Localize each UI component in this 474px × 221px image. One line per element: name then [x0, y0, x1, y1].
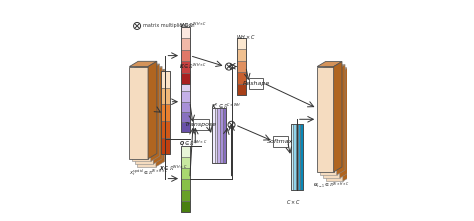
- Polygon shape: [135, 67, 162, 72]
- Text: Reshape: Reshape: [243, 80, 270, 86]
- Polygon shape: [181, 38, 190, 50]
- FancyBboxPatch shape: [193, 119, 209, 130]
- Polygon shape: [151, 64, 159, 162]
- Polygon shape: [129, 61, 157, 67]
- Polygon shape: [181, 81, 190, 91]
- Polygon shape: [323, 73, 340, 178]
- Polygon shape: [181, 168, 190, 179]
- Polygon shape: [327, 71, 351, 76]
- Polygon shape: [156, 69, 165, 167]
- Polygon shape: [317, 67, 334, 172]
- Polygon shape: [220, 108, 223, 163]
- Text: $\boldsymbol{K}\in\mathbb{R}^{WH\times C}$: $\boldsymbol{K}\in\mathbb{R}^{WH\times C…: [179, 62, 207, 71]
- Polygon shape: [340, 68, 348, 178]
- Polygon shape: [181, 122, 190, 132]
- Polygon shape: [317, 62, 342, 67]
- Text: $\boldsymbol{X}\in\mathbb{R}^{WH\times C}$: $\boldsymbol{X}\in\mathbb{R}^{WH\times C…: [159, 163, 187, 173]
- Polygon shape: [237, 72, 246, 84]
- Polygon shape: [137, 69, 165, 74]
- Polygon shape: [343, 71, 351, 181]
- Polygon shape: [237, 50, 246, 61]
- Polygon shape: [218, 108, 220, 163]
- Polygon shape: [181, 179, 190, 190]
- Polygon shape: [181, 71, 190, 81]
- Polygon shape: [181, 112, 190, 122]
- Polygon shape: [181, 27, 190, 38]
- Polygon shape: [320, 70, 337, 175]
- Polygon shape: [291, 124, 293, 190]
- Text: Softmax: Softmax: [267, 139, 293, 144]
- Polygon shape: [148, 61, 157, 159]
- Polygon shape: [137, 74, 156, 167]
- Polygon shape: [237, 84, 246, 95]
- Polygon shape: [296, 124, 298, 190]
- Polygon shape: [181, 200, 190, 211]
- Text: Transpose: Transpose: [185, 122, 217, 127]
- Text: $X_t^{\rm spatial}\in\mathbb{R}^{W\times H\times C}$: $X_t^{\rm spatial}\in\mathbb{R}^{W\times…: [129, 168, 169, 179]
- Text: $C\times C$: $C\times C$: [286, 198, 301, 206]
- Polygon shape: [301, 124, 303, 190]
- Polygon shape: [181, 91, 190, 102]
- Polygon shape: [181, 102, 190, 112]
- Polygon shape: [320, 65, 345, 70]
- Polygon shape: [334, 62, 342, 172]
- Polygon shape: [181, 73, 190, 84]
- Polygon shape: [337, 65, 345, 175]
- Polygon shape: [135, 72, 153, 164]
- FancyBboxPatch shape: [249, 78, 264, 89]
- Polygon shape: [327, 76, 343, 181]
- FancyBboxPatch shape: [273, 136, 288, 147]
- Text: $\boldsymbol{K}^{\rm T}\in\mathbb{R}^{C\times WH}$: $\boldsymbol{K}^{\rm T}\in\mathbb{R}^{C\…: [211, 102, 241, 111]
- Text: $\boldsymbol{Q}\in\mathbb{R}^{WH\times C}$: $\boldsymbol{Q}\in\mathbb{R}^{WH\times C…: [179, 139, 207, 148]
- Polygon shape: [161, 104, 170, 121]
- Polygon shape: [132, 64, 159, 69]
- Polygon shape: [181, 190, 190, 200]
- Polygon shape: [223, 108, 226, 163]
- Polygon shape: [237, 38, 246, 50]
- Polygon shape: [323, 68, 348, 73]
- Polygon shape: [161, 138, 170, 154]
- Polygon shape: [129, 67, 148, 159]
- Text: $WH\times C$: $WH\times C$: [237, 32, 256, 40]
- Polygon shape: [215, 108, 218, 163]
- Text: $\boldsymbol{V}\in\mathbb{R}^{WH\times C}$: $\boldsymbol{V}\in\mathbb{R}^{WH\times C…: [179, 21, 207, 30]
- Polygon shape: [181, 146, 190, 157]
- Polygon shape: [181, 157, 190, 168]
- Text: $\boldsymbol{U}_{t-1}\in\mathbb{R}^{W\times H\times C}$: $\boldsymbol{U}_{t-1}\in\mathbb{R}^{W\ti…: [313, 180, 349, 190]
- Polygon shape: [132, 69, 151, 162]
- Polygon shape: [161, 121, 170, 138]
- Text: matrix multiplication: matrix multiplication: [143, 23, 194, 29]
- Polygon shape: [237, 61, 246, 72]
- Polygon shape: [153, 67, 162, 164]
- Polygon shape: [293, 124, 296, 190]
- Polygon shape: [212, 108, 215, 163]
- Polygon shape: [181, 50, 190, 61]
- Polygon shape: [161, 88, 170, 104]
- Polygon shape: [298, 124, 301, 190]
- Polygon shape: [181, 61, 190, 73]
- Polygon shape: [161, 71, 170, 88]
